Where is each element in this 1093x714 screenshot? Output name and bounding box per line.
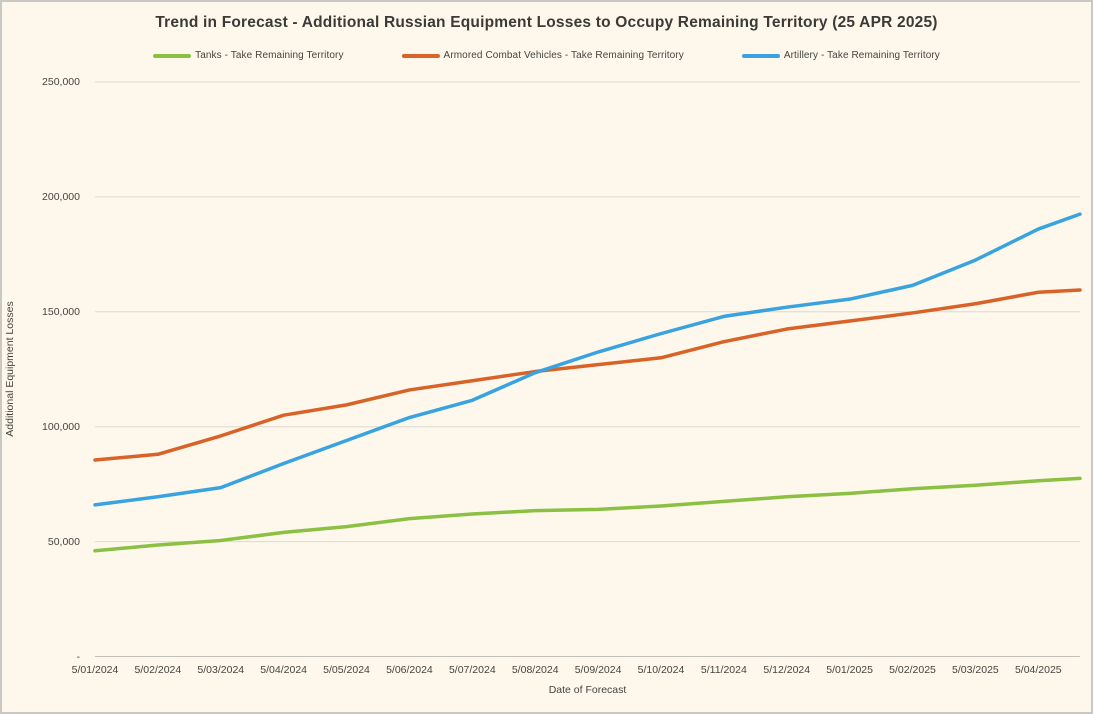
- x-tick-label: 5/02/2025: [889, 664, 936, 676]
- y-tick-label: 250,000: [42, 76, 80, 88]
- x-tick-label: 5/08/2024: [511, 664, 559, 676]
- x-tick-label: 5/07/2024: [448, 664, 496, 676]
- legend-label-tanks: Tanks - Take Remaining Territory: [195, 50, 344, 61]
- legend: Tanks - Take Remaining Territory Armored…: [2, 50, 1091, 61]
- legend-item-artillery: Artillery - Take Remaining Territory: [741, 50, 940, 61]
- x-tick-label: 5/06/2024: [386, 664, 433, 676]
- x-tick-label: 5/01/2024: [71, 664, 119, 676]
- x-tick-label: 5/04/2025: [1014, 664, 1062, 676]
- y-tick-label: -: [76, 650, 81, 663]
- legend-label-acv: Armored Combat Vehicles - Take Remaining…: [443, 50, 684, 61]
- series-line: [93, 476, 1082, 553]
- x-axis-title: Date of Forecast: [548, 684, 627, 696]
- gridlines: [95, 81, 1080, 657]
- acv-line-icon: [401, 53, 440, 58]
- x-tick-label: 5/05/2024: [323, 664, 370, 676]
- x-tick-label: 5/04/2024: [260, 664, 308, 676]
- artillery-line-icon: [741, 53, 780, 58]
- y-axis-title: Additional Equipment Losses: [4, 301, 16, 437]
- tanks-line-icon: [153, 53, 192, 58]
- x-tick-label: 5/09/2024: [574, 664, 622, 676]
- x-tick-label: 5/12/2024: [763, 664, 811, 676]
- y-tick-label: 50,000: [47, 535, 80, 548]
- legend-item-acv: Armored Combat Vehicles - Take Remaining…: [401, 50, 684, 61]
- legend-label-artillery: Artillery - Take Remaining Territory: [783, 50, 940, 61]
- chart-title: Trend in Forecast - Additional Russian E…: [155, 14, 938, 31]
- y-tick-label: 200,000: [42, 190, 80, 203]
- series-line: [93, 212, 1082, 507]
- legend-item-tanks: Tanks - Take Remaining Territory: [153, 50, 343, 61]
- series-lines: [93, 212, 1082, 553]
- x-tick-label: 5/03/2024: [197, 664, 245, 676]
- y-tick-label: 100,000: [42, 420, 80, 433]
- x-tick-label: 5/10/2024: [637, 664, 685, 676]
- series-line: [93, 288, 1082, 462]
- x-tick-label: 5/02/2024: [134, 664, 182, 676]
- y-tick-label: 150,000: [42, 305, 80, 318]
- x-tick-label: 5/11/2024: [700, 664, 747, 676]
- x-tick-label: 5/01/2025: [826, 664, 873, 676]
- x-tick-label: 5/03/2025: [952, 664, 999, 676]
